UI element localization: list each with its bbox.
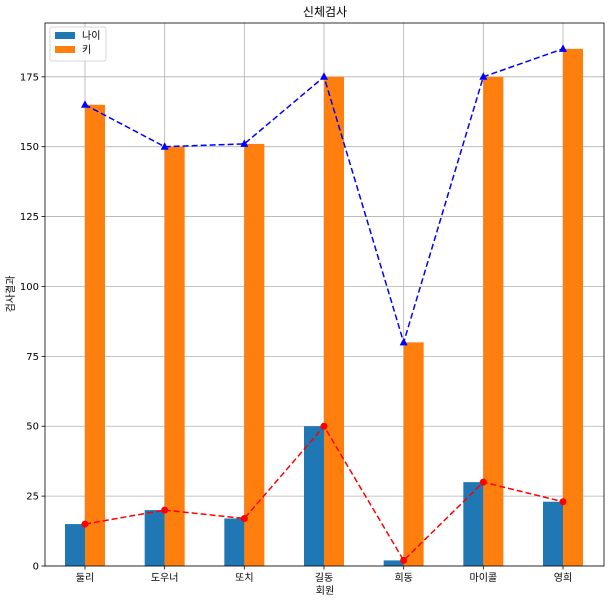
- line-point: [160, 142, 169, 150]
- x-tick-label: 영희: [554, 572, 572, 584]
- line-point: [240, 139, 249, 147]
- x-tick-label: 둘리: [76, 572, 94, 584]
- y-tick-label: 150: [20, 142, 39, 153]
- y-axis-label: 검사결과: [5, 276, 17, 313]
- x-tick-label: 마이콜: [470, 572, 498, 584]
- bar-age: [543, 501, 563, 566]
- tick-labels: 0 25 50 75 100 125 150 175 둘리 도우너 또치 길동 희동 마이콜 영희: [20, 72, 572, 584]
- legend-swatch: [55, 32, 75, 39]
- legend: 나이키: [49, 26, 107, 62]
- x-tick-label: 길동: [315, 571, 333, 584]
- legend-label: 나이: [82, 30, 100, 42]
- line-point: [240, 514, 248, 522]
- line-point: [320, 422, 328, 430]
- bar-height: [563, 48, 583, 567]
- line-point: [559, 44, 567, 52]
- bar-age: [304, 426, 324, 566]
- line-point: [479, 72, 488, 80]
- line-point: [81, 520, 89, 528]
- y-tick-label: 0: [33, 562, 39, 573]
- chart-title: 신체검사: [303, 5, 347, 19]
- bar-age: [383, 560, 404, 566]
- bar-height: [483, 76, 504, 566]
- bar-age: [144, 510, 165, 566]
- bar-height: [164, 146, 185, 566]
- bars: [65, 48, 583, 567]
- bar-age: [224, 518, 245, 566]
- line-point: [161, 506, 169, 514]
- y-tick-label: 25: [26, 492, 39, 503]
- x-tick-label: 희동: [394, 572, 412, 584]
- line-point: [399, 337, 408, 346]
- x-tick-label: 또치: [235, 572, 253, 584]
- y-tick-label: 50: [26, 422, 39, 433]
- y-tick-label: 175: [20, 72, 39, 83]
- legend-label: 키: [82, 44, 91, 56]
- x-axis-label: 회원: [316, 585, 334, 597]
- bar-age: [463, 482, 484, 566]
- y-tick-label: 100: [20, 282, 39, 293]
- legend-swatch: [55, 46, 75, 53]
- bar-age: [65, 524, 85, 566]
- line-point: [559, 498, 567, 506]
- bar-height: [244, 143, 265, 567]
- bar-height: [324, 76, 344, 566]
- line-point: [400, 556, 408, 564]
- y-tick-label: 125: [20, 212, 39, 223]
- y-tick-label: 75: [26, 352, 39, 363]
- x-tick-label: 도우너: [151, 572, 179, 584]
- bar-height: [403, 342, 424, 566]
- line-point: [479, 478, 487, 486]
- axes: [41, 22, 605, 570]
- plot-frame: [44, 22, 605, 567]
- lines: [81, 44, 567, 564]
- bar-height: [85, 104, 105, 567]
- line-point: [320, 72, 328, 80]
- line-point: [81, 100, 89, 108]
